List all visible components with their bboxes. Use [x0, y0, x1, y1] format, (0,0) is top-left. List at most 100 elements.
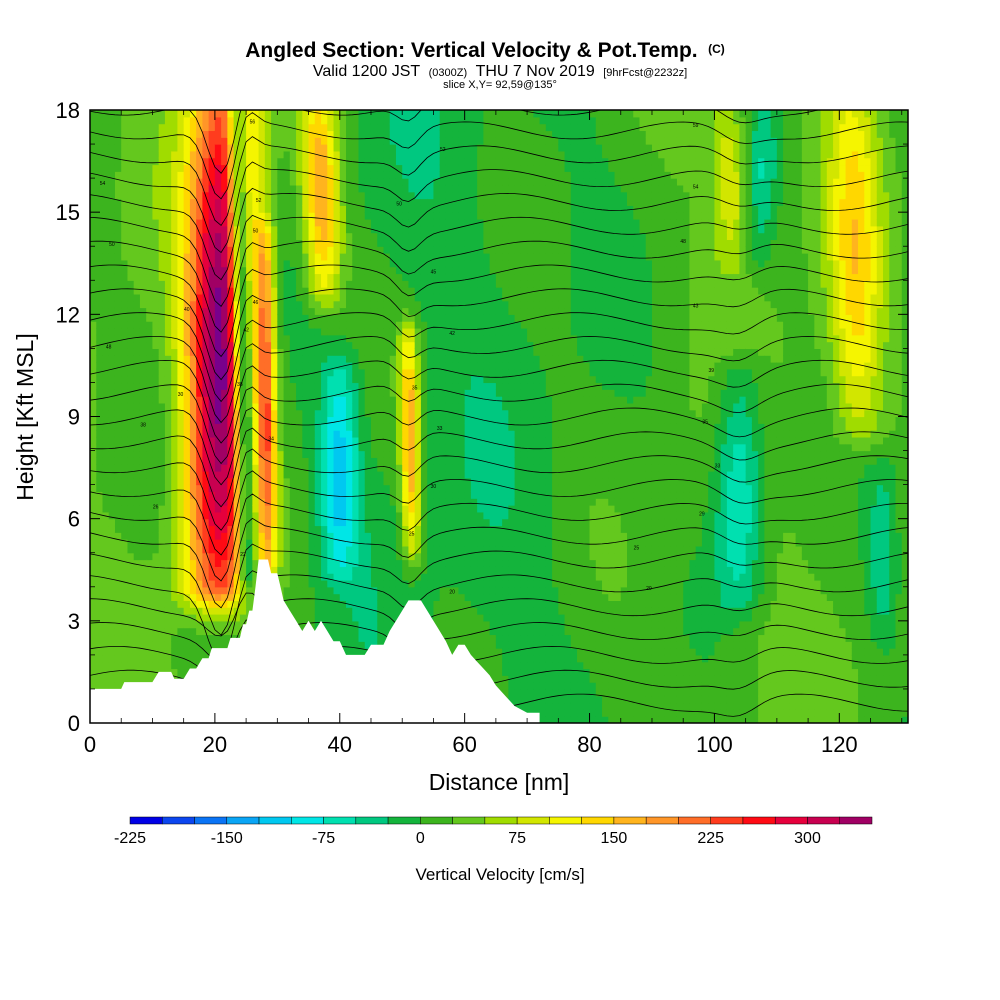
field-cell — [408, 225, 416, 234]
field-cell — [177, 144, 185, 152]
field-cell — [114, 532, 122, 540]
field-cell — [139, 470, 147, 479]
field-cell — [90, 573, 97, 581]
field-cell — [258, 334, 266, 343]
field-cell — [164, 259, 172, 268]
field-cell — [127, 491, 135, 499]
field-cell — [296, 396, 303, 404]
field-cell — [171, 348, 179, 356]
field-cell — [158, 593, 166, 601]
field-cell — [152, 477, 160, 486]
field-cell — [370, 600, 378, 608]
field-cell — [402, 178, 410, 186]
field-cell — [289, 518, 297, 527]
field-cell — [239, 266, 247, 275]
field-cell — [271, 178, 278, 186]
field-cell — [370, 259, 378, 268]
field-cell — [158, 552, 166, 561]
field-cell — [121, 259, 129, 268]
field-cell — [264, 375, 272, 384]
field-cell — [327, 600, 335, 608]
field-cell — [308, 620, 316, 629]
field-cell — [346, 280, 353, 288]
field-cell — [277, 225, 285, 234]
field-cell — [127, 668, 135, 676]
field-cell — [121, 675, 129, 683]
field-cell — [383, 450, 391, 458]
field-cell — [370, 518, 378, 527]
field-cell — [402, 511, 410, 520]
field-cell — [127, 416, 135, 424]
field-cell — [364, 566, 372, 574]
field-cell — [427, 505, 435, 513]
field-cell — [177, 436, 185, 445]
field-cell — [189, 293, 197, 302]
field-cell — [358, 382, 366, 390]
field-cell — [221, 579, 228, 588]
field-cell — [202, 491, 210, 499]
field-cell — [164, 661, 172, 670]
field-cell — [408, 110, 416, 118]
field-cell — [196, 545, 203, 554]
field-cell — [327, 545, 335, 554]
field-cell — [146, 634, 154, 642]
field-cell — [389, 198, 397, 206]
field-cell — [208, 566, 216, 574]
field-cell — [408, 484, 416, 493]
field-cell — [233, 334, 241, 343]
field-cell — [264, 273, 272, 281]
field-cell — [302, 110, 310, 118]
field-cell — [352, 430, 360, 438]
field-cell — [364, 205, 372, 213]
field-cell — [127, 212, 135, 220]
field-cell — [352, 259, 360, 268]
field-cell — [314, 443, 322, 452]
field-cell — [96, 123, 104, 132]
field-cell — [208, 341, 216, 349]
field-cell — [177, 511, 185, 520]
field-cell — [164, 648, 172, 656]
field-cell — [121, 634, 129, 642]
field-cell — [133, 287, 141, 295]
field-cell — [114, 396, 122, 404]
field-cell — [377, 477, 385, 486]
field-cell — [246, 171, 253, 179]
field-cell — [139, 648, 147, 656]
field-cell — [402, 450, 410, 458]
field-cell — [102, 436, 110, 445]
field-cell — [258, 470, 266, 479]
field-cell — [239, 314, 247, 322]
field-cell — [127, 116, 135, 125]
field-cell — [427, 457, 435, 465]
field-cell — [327, 307, 335, 315]
field-cell — [296, 287, 303, 295]
field-cell — [121, 661, 129, 670]
field-cell — [96, 205, 104, 213]
field-cell — [189, 620, 197, 629]
field-cell — [233, 389, 241, 397]
field-cell — [90, 321, 97, 329]
field-cell — [227, 266, 235, 275]
field-cell — [196, 198, 203, 206]
field-cell — [114, 457, 122, 465]
field-cell — [114, 545, 122, 554]
field-cell — [302, 382, 310, 390]
field-cell — [333, 607, 341, 615]
field-cell — [364, 225, 372, 234]
field-cell — [339, 579, 347, 588]
field-cell — [308, 110, 316, 118]
field-cell — [214, 184, 222, 193]
field-cell — [389, 178, 397, 186]
field-cell — [389, 348, 397, 356]
field-cell — [227, 157, 235, 166]
field-cell — [327, 443, 335, 452]
field-cell — [414, 253, 422, 261]
field-cell — [227, 130, 235, 138]
field-cell — [108, 586, 116, 595]
field-cell — [102, 164, 110, 172]
field-cell — [258, 232, 266, 241]
field-cell — [133, 273, 141, 281]
field-cell — [352, 130, 360, 138]
field-cell — [239, 293, 247, 302]
field-cell — [139, 130, 147, 138]
